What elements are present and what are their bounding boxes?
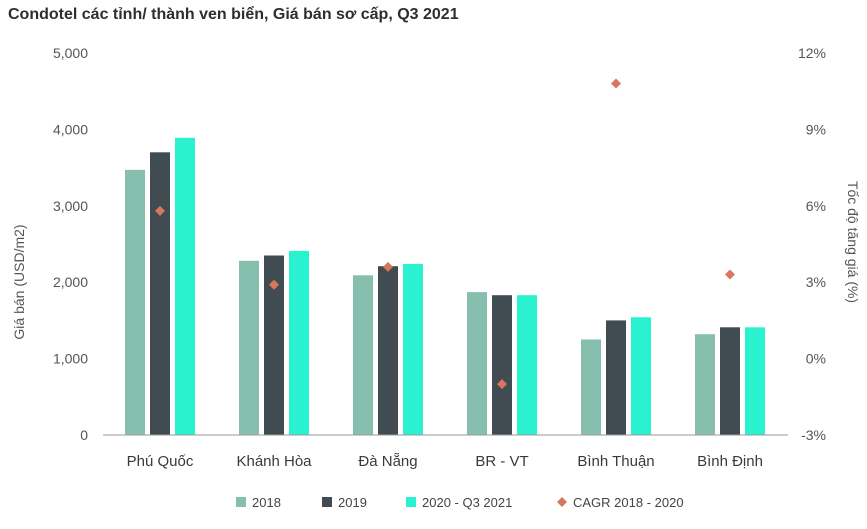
legend: 2018 2019 2020 - Q3 2021 CAGR 2018 - 2020: [236, 495, 684, 510]
legend-label-2: 2019: [338, 495, 367, 510]
y2-tick-label: 0%: [806, 351, 826, 367]
y2-tick-label: 6%: [806, 198, 826, 214]
legend-swatch-2: [322, 497, 332, 507]
bar-2020-q3-2021-4: [517, 295, 537, 435]
bars-layer: [125, 137, 765, 436]
cagr-marker-3: [383, 261, 393, 272]
y2-axis-title: Tốc độ tăng giá (%): [845, 181, 861, 303]
y-tick-label: 4,000: [53, 121, 88, 137]
bar-2019-6: [720, 327, 740, 435]
bar-2020-q3-2021-2: [289, 250, 309, 435]
y2-tick-label: -3%: [801, 427, 826, 443]
cagr-marker-2: [269, 279, 279, 290]
y-tick-label: 0: [80, 427, 88, 443]
y2-tick-label: 12%: [798, 45, 826, 61]
x-tick-label: Bình Thuận: [577, 453, 654, 470]
cagr-marker-5: [611, 78, 621, 89]
bar-2018-2: [239, 260, 259, 435]
bar-2019-1: [150, 152, 170, 436]
bar-2018-6: [695, 334, 715, 435]
y-tick-label: 5,000: [53, 45, 88, 61]
legend-label-1: 2018: [252, 495, 281, 510]
x-axis-ticks: Phú Quốc Khánh Hòa Đà Nẵng BR - VT Bình Thuậ…: [127, 453, 763, 470]
cagr-marker-1: [155, 205, 165, 216]
bar-2020-q3-2021-1: [175, 137, 195, 436]
cagr-marker-6: [725, 269, 735, 280]
y2-tick-label: 3%: [806, 274, 826, 290]
bar-2019-5: [606, 320, 626, 435]
y2-axis-ticks: -3% 0% 3% 6% 9% 12%: [798, 45, 826, 443]
x-tick-label: Bình Định: [697, 453, 763, 470]
bar-2020-q3-2021-5: [631, 317, 651, 435]
bar-2019-4: [492, 295, 512, 435]
x-tick-label: BR - VT: [475, 453, 528, 470]
y-axis-title: Giá bán (USD/m2): [11, 224, 27, 339]
cagr-markers-layer: [155, 78, 735, 390]
bar-2018-5: [581, 339, 601, 435]
chart-title: Condotel các tỉnh/ thành ven biển, Giá b…: [8, 6, 459, 23]
x-tick-label: Khánh Hòa: [236, 453, 312, 470]
legend-label-3: 2020 - Q3 2021: [422, 495, 512, 510]
x-tick-label: Đà Nẵng: [358, 453, 417, 470]
legend-label-4: CAGR 2018 - 2020: [573, 495, 684, 510]
y2-tick-label: 9%: [806, 121, 826, 137]
bar-2020-q3-2021-6: [745, 327, 765, 435]
y-tick-label: 2,000: [53, 274, 88, 290]
bar-2020-q3-2021-3: [403, 263, 423, 435]
bar-2018-1: [125, 169, 145, 435]
y-tick-label: 3,000: [53, 198, 88, 214]
legend-swatch-1: [236, 497, 246, 507]
y-axis-ticks: 0 1,000 2,000 3,000 4,000 5,000: [53, 45, 88, 443]
legend-swatch-4: [557, 497, 567, 507]
cagr-marker-4: [497, 379, 507, 390]
legend-swatch-3: [406, 497, 416, 507]
y-tick-label: 1,000: [53, 351, 88, 367]
bar-2019-2: [264, 255, 284, 435]
bar-2019-3: [378, 266, 398, 435]
x-tick-label: Phú Quốc: [127, 453, 194, 470]
bar-2018-4: [467, 292, 487, 435]
bar-2018-3: [353, 275, 373, 435]
